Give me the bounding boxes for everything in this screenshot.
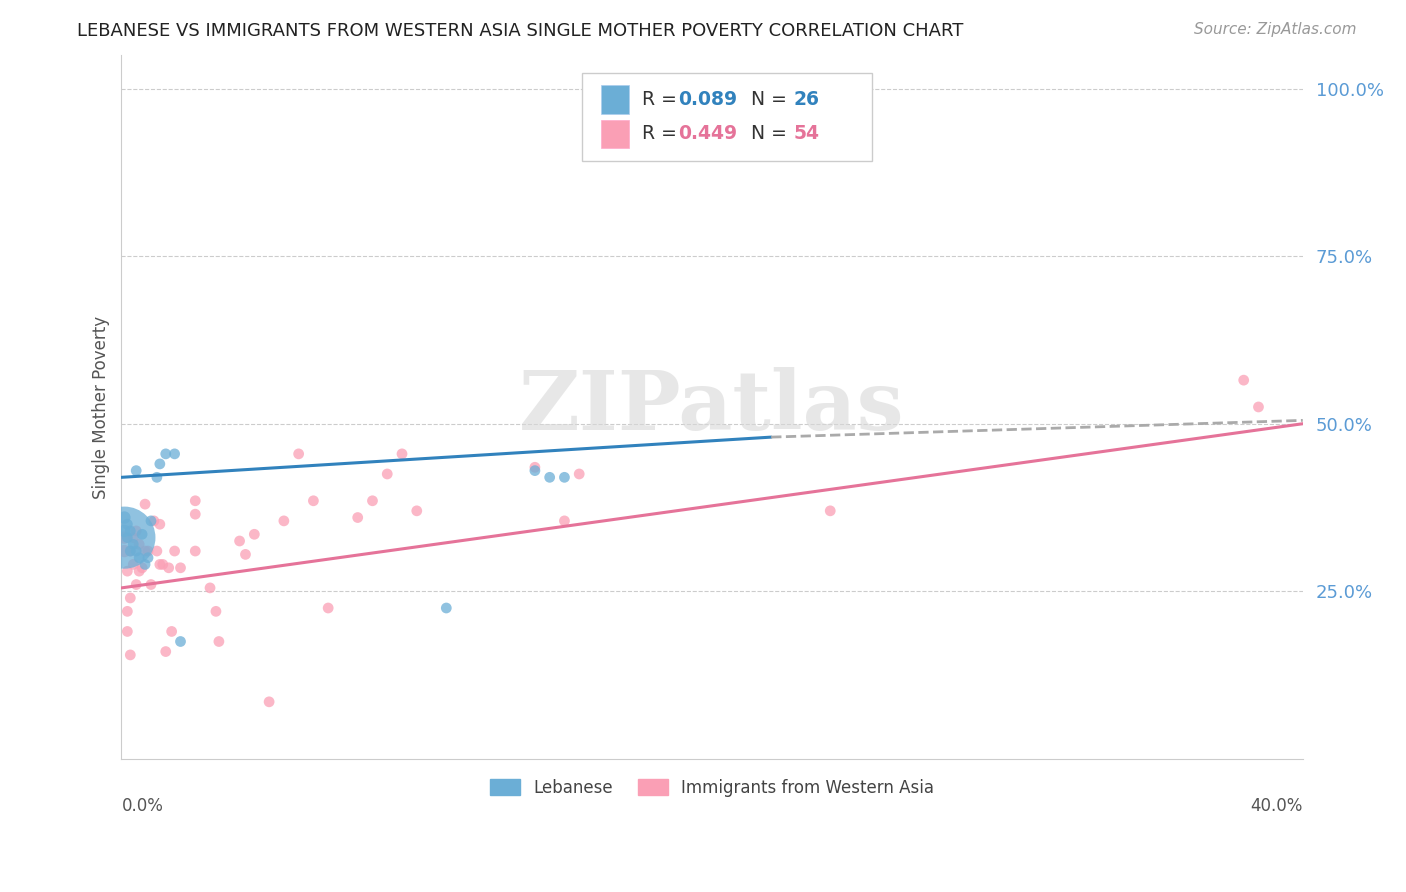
Point bbox=[568, 467, 591, 481]
FancyBboxPatch shape bbox=[582, 73, 872, 161]
Point bbox=[125, 524, 148, 538]
Point bbox=[538, 470, 561, 484]
Text: 40.0%: 40.0% bbox=[1250, 797, 1303, 815]
Point bbox=[136, 544, 159, 558]
Point bbox=[361, 493, 384, 508]
Point bbox=[155, 447, 177, 461]
Point bbox=[112, 510, 135, 524]
Point bbox=[243, 527, 266, 541]
Point bbox=[818, 504, 841, 518]
Point bbox=[273, 514, 295, 528]
Point bbox=[125, 577, 148, 591]
Point bbox=[169, 561, 191, 575]
Point bbox=[122, 537, 145, 551]
Legend: Lebanese, Immigrants from Western Asia: Lebanese, Immigrants from Western Asia bbox=[484, 772, 941, 803]
Point bbox=[117, 564, 139, 578]
Point bbox=[184, 493, 207, 508]
Point bbox=[117, 624, 139, 639]
Point bbox=[157, 561, 180, 575]
Point bbox=[128, 537, 150, 551]
Point bbox=[125, 544, 148, 558]
Point bbox=[759, 81, 782, 95]
Point bbox=[346, 510, 368, 524]
Text: N =: N = bbox=[740, 125, 793, 144]
Point bbox=[316, 601, 339, 615]
Point bbox=[184, 507, 207, 521]
Point bbox=[163, 447, 186, 461]
Point bbox=[122, 558, 145, 572]
Point bbox=[146, 544, 169, 558]
Point bbox=[131, 561, 153, 575]
Text: 0.0%: 0.0% bbox=[121, 797, 163, 815]
Point bbox=[117, 604, 139, 618]
Point bbox=[139, 577, 162, 591]
Point bbox=[134, 544, 156, 558]
Point bbox=[375, 467, 398, 481]
Point bbox=[257, 695, 280, 709]
Point bbox=[128, 564, 150, 578]
Point bbox=[112, 524, 135, 538]
Text: 54: 54 bbox=[793, 125, 820, 144]
Point bbox=[169, 634, 191, 648]
Point bbox=[142, 514, 165, 528]
Point bbox=[523, 464, 546, 478]
Point bbox=[228, 533, 250, 548]
Point bbox=[198, 581, 221, 595]
Text: N =: N = bbox=[740, 90, 793, 109]
Point bbox=[131, 527, 153, 541]
Point bbox=[120, 524, 142, 538]
Point bbox=[160, 624, 183, 639]
Point bbox=[134, 497, 156, 511]
Point bbox=[155, 644, 177, 658]
Point bbox=[136, 550, 159, 565]
Point bbox=[117, 531, 139, 545]
Point bbox=[125, 464, 148, 478]
Text: LEBANESE VS IMMIGRANTS FROM WESTERN ASIA SINGLE MOTHER POVERTY CORRELATION CHART: LEBANESE VS IMMIGRANTS FROM WESTERN ASIA… bbox=[77, 22, 963, 40]
Point bbox=[287, 447, 309, 461]
Point bbox=[553, 470, 575, 484]
Point bbox=[391, 447, 413, 461]
Point bbox=[302, 493, 325, 508]
Text: R =: R = bbox=[643, 90, 683, 109]
Point bbox=[122, 531, 145, 545]
Point bbox=[120, 648, 142, 662]
Point bbox=[149, 558, 172, 572]
Point bbox=[149, 457, 172, 471]
Point bbox=[149, 517, 172, 532]
Point bbox=[1233, 373, 1256, 387]
Point bbox=[112, 531, 135, 545]
Point bbox=[523, 460, 546, 475]
Point bbox=[208, 634, 231, 648]
Y-axis label: Single Mother Poverty: Single Mother Poverty bbox=[93, 316, 110, 499]
Text: Source: ZipAtlas.com: Source: ZipAtlas.com bbox=[1194, 22, 1357, 37]
Point bbox=[112, 531, 135, 545]
Point bbox=[405, 504, 427, 518]
FancyBboxPatch shape bbox=[600, 120, 630, 148]
Point bbox=[120, 544, 142, 558]
FancyBboxPatch shape bbox=[600, 86, 630, 113]
Point bbox=[152, 558, 174, 572]
Point bbox=[120, 591, 142, 605]
Text: 0.449: 0.449 bbox=[678, 125, 737, 144]
Text: 26: 26 bbox=[793, 90, 820, 109]
Point bbox=[112, 544, 135, 558]
Text: R =: R = bbox=[643, 125, 683, 144]
Point bbox=[134, 558, 156, 572]
Point bbox=[184, 544, 207, 558]
Point bbox=[235, 548, 257, 562]
Point bbox=[434, 601, 457, 615]
Point bbox=[789, 81, 811, 95]
Point bbox=[553, 514, 575, 528]
Point bbox=[1247, 400, 1270, 414]
Point bbox=[163, 544, 186, 558]
Point bbox=[120, 544, 142, 558]
Point bbox=[146, 470, 169, 484]
Text: ZIPatlas: ZIPatlas bbox=[519, 367, 905, 447]
Point bbox=[205, 604, 228, 618]
Point bbox=[117, 517, 139, 532]
Point bbox=[139, 514, 162, 528]
Text: 0.089: 0.089 bbox=[678, 90, 737, 109]
Point bbox=[128, 550, 150, 565]
